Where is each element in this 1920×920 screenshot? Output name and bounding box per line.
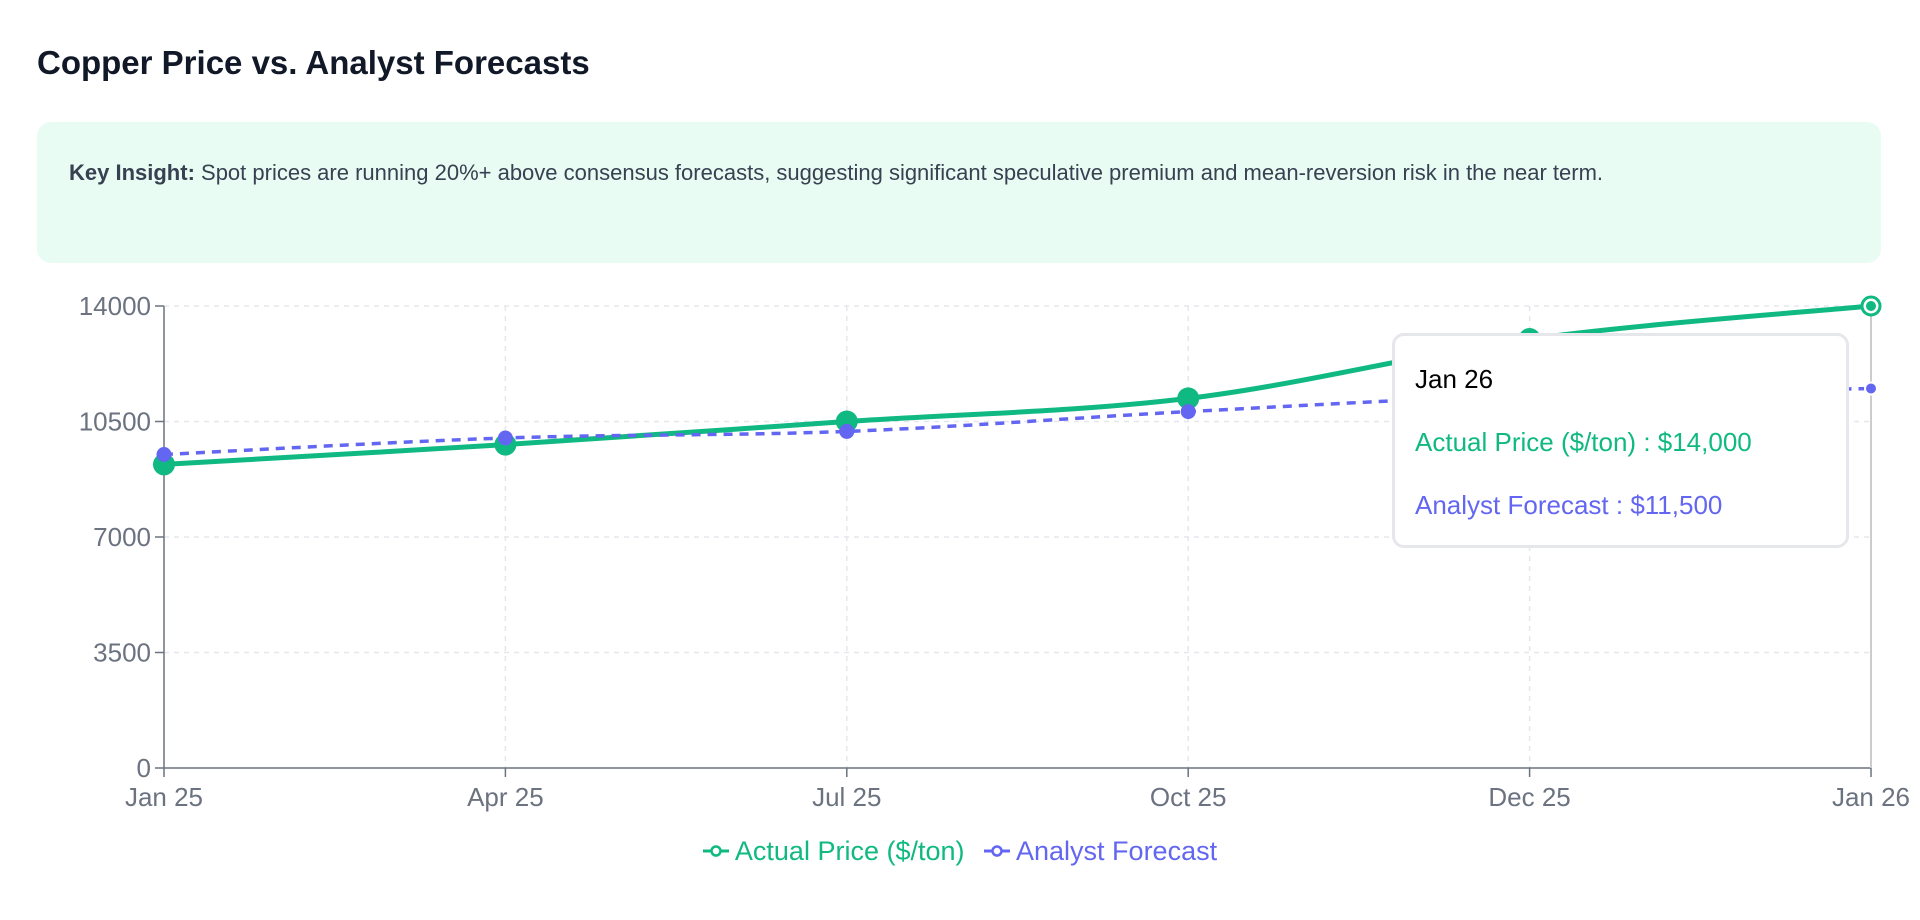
data-point-forecast xyxy=(1180,404,1196,420)
x-tick-label: Dec 25 xyxy=(1488,782,1570,812)
legend-item-forecast[interactable]: Analyst Forecast xyxy=(984,836,1217,867)
legend: Actual Price ($/ton) Analyst Forecast xyxy=(0,834,1920,867)
x-tick-label: Jan 25 xyxy=(125,782,203,812)
tooltip-label: Jan 26 xyxy=(1415,364,1494,394)
chart-title: Copper Price vs. Analyst Forecasts xyxy=(37,44,590,81)
legend-line-circle-icon xyxy=(984,845,1011,857)
insight-text: Spot prices are running 20%+ above conse… xyxy=(194,160,1604,185)
active-point-forecast xyxy=(1864,381,1878,396)
data-point-actual xyxy=(1177,387,1200,410)
tooltip-row-actual: Actual Price ($/ton) : $14,000 xyxy=(1415,427,1752,457)
x-tick-label: Jan 26 xyxy=(1832,782,1910,812)
active-point-actual xyxy=(1866,301,1876,311)
y-tick-label: 0 xyxy=(137,753,151,783)
key-insight-box: Key Insight: Spot prices are running 20%… xyxy=(37,122,1881,263)
x-tick-label: Jul 25 xyxy=(812,782,881,812)
x-tick-label: Oct 25 xyxy=(1150,782,1227,812)
data-point-forecast xyxy=(156,447,172,462)
y-tick-label: 7000 xyxy=(93,522,151,552)
data-point-forecast xyxy=(839,423,855,439)
y-tick-label: 14000 xyxy=(79,291,151,321)
tooltip: Jan 26 Actual Price ($/ton) : $14,000 An… xyxy=(1392,333,1849,548)
y-tick-label: 3500 xyxy=(93,638,151,668)
legend-line-circle-icon xyxy=(702,845,729,857)
y-tick-label: 10500 xyxy=(79,407,151,437)
x-tick-label: Apr 25 xyxy=(467,782,544,812)
tooltip-row-forecast: Analyst Forecast : $11,500 xyxy=(1415,490,1723,520)
insight-label: Key Insight: xyxy=(69,160,195,185)
legend-item-actual[interactable]: Actual Price ($/ton) xyxy=(702,836,965,867)
data-point-forecast xyxy=(497,430,513,446)
